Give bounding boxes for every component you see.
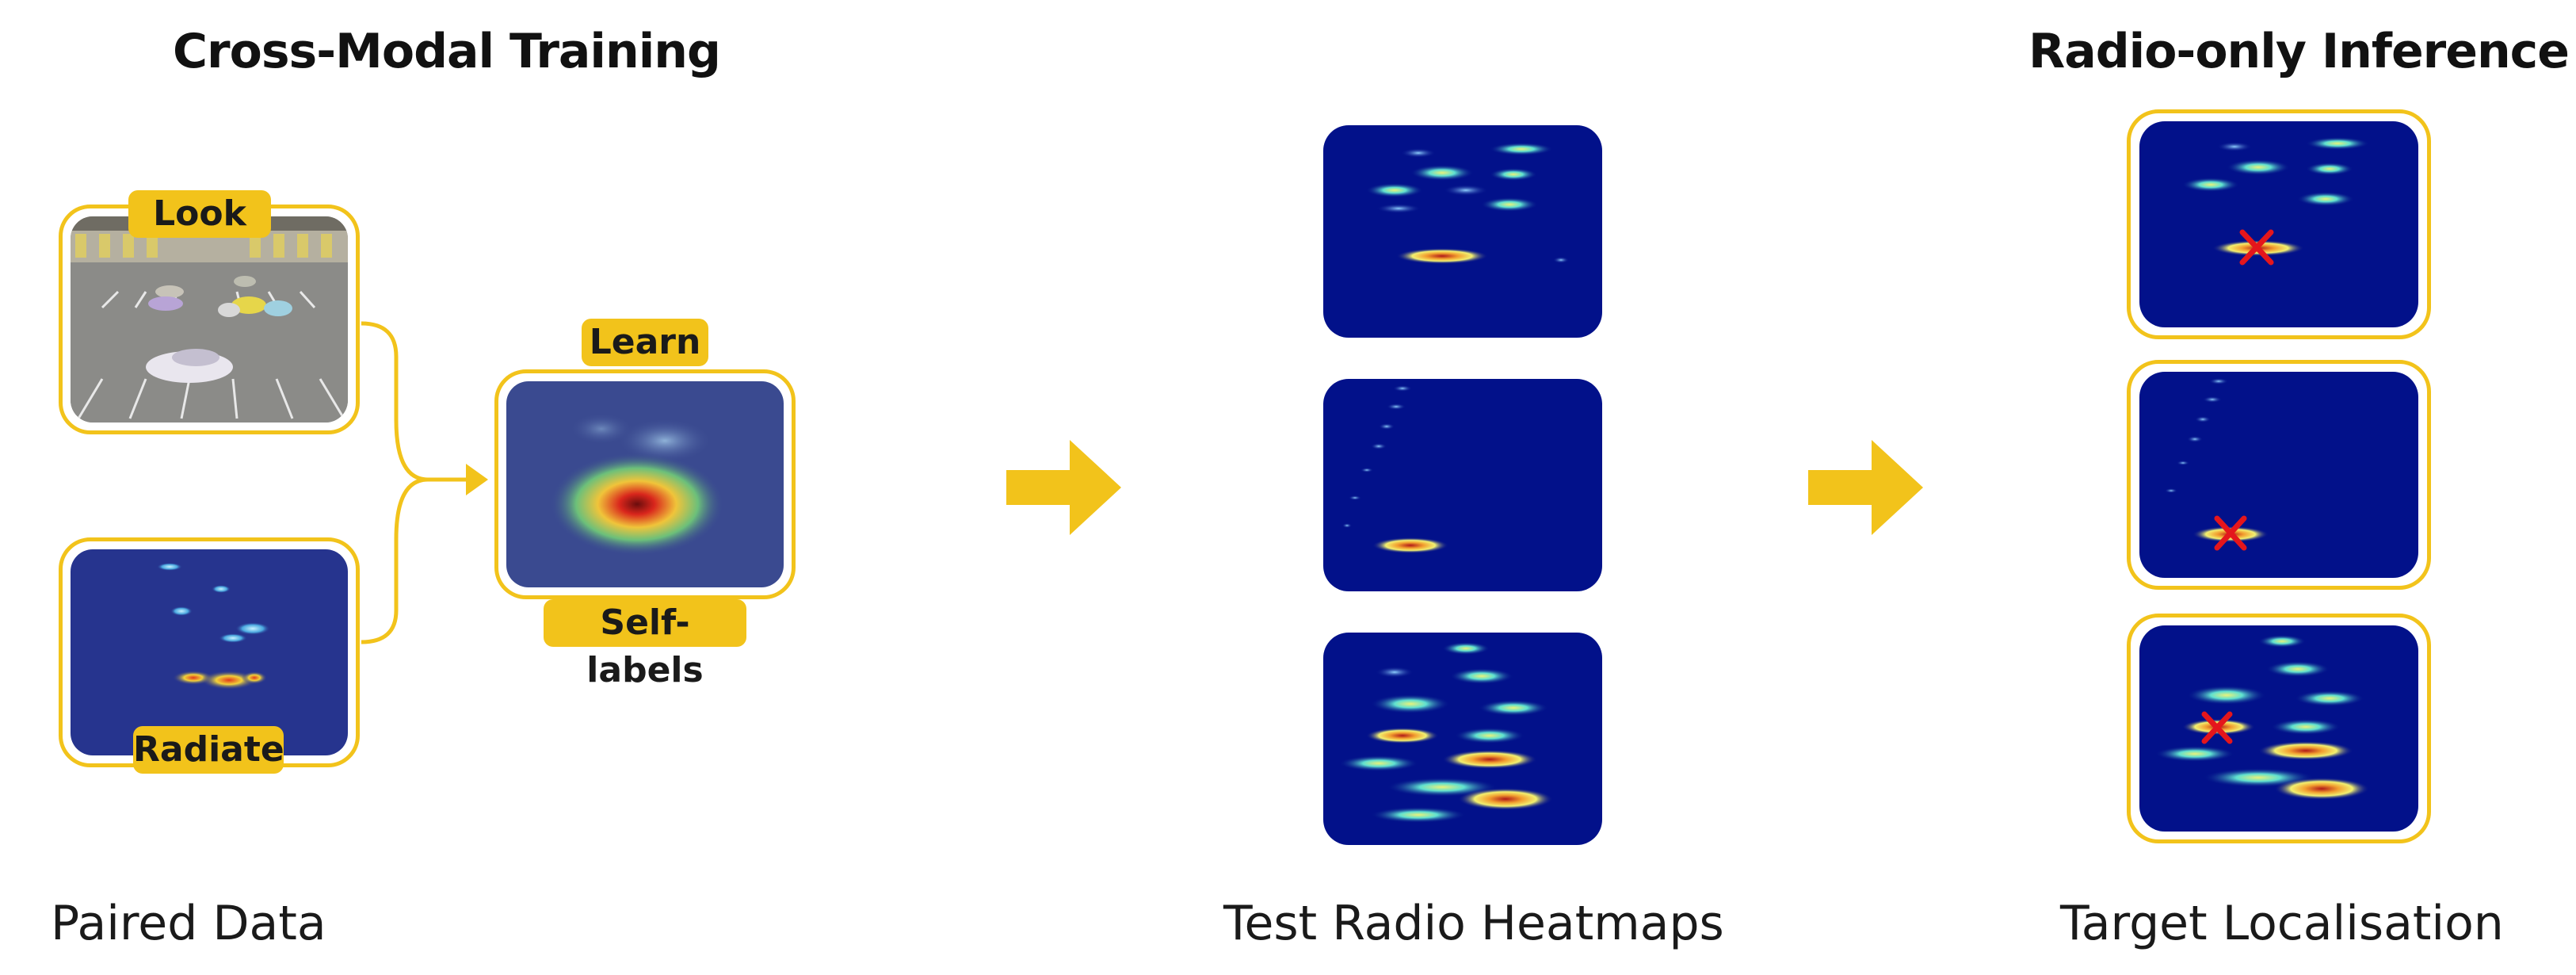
inference-section-title: Radio-only Inference (2028, 24, 2570, 79)
heatmap-1-illustration (1366, 143, 1569, 264)
camera-scene-image (71, 216, 348, 422)
inference-heatmap-1 (2139, 121, 2418, 327)
inference-frame-2 (2127, 360, 2431, 590)
heatmap-3-illustration (1339, 642, 1553, 823)
inference-heatmap-3-illustration (2155, 635, 2369, 800)
x-marker-icon (2239, 229, 2274, 266)
right-arrow-icon (1006, 440, 1121, 535)
learn-tag: Learn (582, 319, 708, 366)
inference-heatmap-2-illustration (2165, 378, 2269, 551)
training-section-title: Cross-Modal Training (173, 24, 721, 79)
merge-connector (361, 321, 488, 644)
look-tag: Look (128, 190, 271, 238)
inference-frame-3 (2127, 614, 2431, 843)
inference-frame-1 (2127, 109, 2431, 339)
test-heatmap-1 (1323, 125, 1602, 338)
inference-heatmap-2 (2139, 372, 2418, 578)
camera-image-frame (59, 205, 360, 434)
self-label-heatmap-image (506, 381, 784, 587)
radio-image-frame (59, 537, 360, 767)
inference-heatmap-3 (2139, 625, 2418, 832)
learned-model-frame (494, 369, 796, 599)
self-label-heatmap-illustration (550, 413, 724, 556)
self-labels-tag: Self-labels (544, 599, 746, 690)
parking-scene-illustration (71, 216, 348, 422)
test-heatmap-3 (1323, 633, 1602, 845)
radio-heatmap-illustration (157, 563, 270, 690)
test-heatmap-2 (1323, 379, 1602, 591)
x-marker-icon (2214, 515, 2247, 551)
paired-data-caption: Paired Data (51, 896, 326, 951)
radiate-tag: Radiate (133, 726, 284, 774)
test-heatmaps-caption: Test Radio Heatmaps (1223, 896, 1724, 951)
right-arrow-icon (1808, 440, 1923, 535)
target-localisation-caption: Target Localisation (2060, 896, 2504, 951)
heatmap-2-illustration (1342, 385, 1448, 553)
x-marker-icon (2201, 711, 2233, 744)
inference-heatmap-1-illustration (2182, 137, 2369, 266)
radio-heatmap-image (71, 549, 348, 755)
